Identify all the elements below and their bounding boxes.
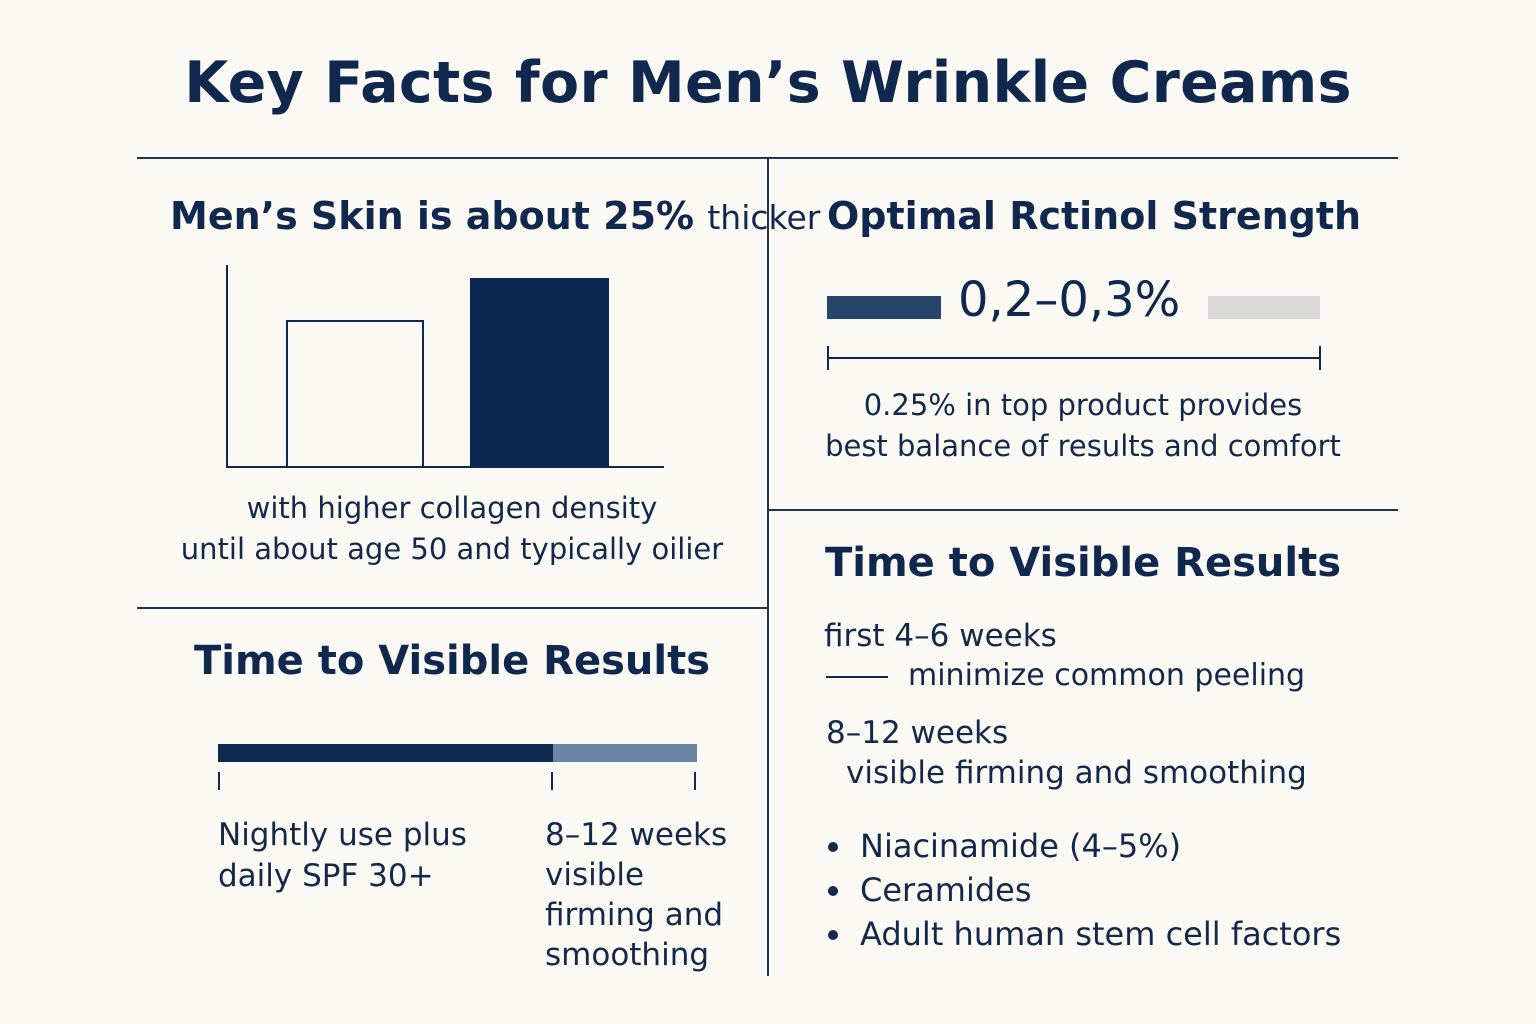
retinol-heading: Optimal Rctinol Strength	[827, 194, 1362, 238]
timeline-label-left-2: daily SPF 30+	[218, 858, 434, 894]
bullet-icon	[828, 930, 838, 940]
center-divider	[767, 158, 769, 976]
skin-caption-line-2: until about age 50 and typically oilier	[180, 532, 724, 566]
timeline-label-right-3: firming and	[545, 897, 724, 933]
stage1-title: first 4–6 weeks	[824, 618, 1057, 654]
retinol-caption-line-2: best balance of results and comfort	[825, 429, 1341, 463]
bullet-icon	[828, 842, 838, 852]
retinol-caption-line-1: 0.25% in top product provides	[863, 388, 1303, 422]
stage1-dash	[826, 676, 888, 678]
strength-bar-high	[1208, 296, 1320, 319]
chart-y-axis	[226, 265, 228, 468]
skin-heading-main: Men’s Skin is about 25%	[170, 194, 695, 238]
left-mid-divider	[137, 607, 768, 609]
ingredient-label: Ceramides	[860, 871, 1032, 909]
skin-heading: Men’s Skin is about 25% thicker	[170, 194, 820, 238]
timeline-tick-end	[694, 772, 696, 790]
chart-bar-men	[470, 278, 609, 468]
timeline-heading: Time to Visible Results	[194, 638, 710, 684]
strength-bar-low	[827, 296, 941, 319]
timeline-label-right: 8–12 weeks visible firming and smoothing	[545, 815, 727, 975]
timeline-tick-mid	[551, 772, 553, 790]
page-title: Key Facts for Men’s Wrinkle Creams	[184, 50, 1352, 116]
retinol-range-value: 0,2–0,3%	[958, 272, 1181, 328]
skin-caption: with higher collagen density until about…	[137, 488, 767, 570]
list-item: Ceramides	[826, 868, 1341, 912]
chart-bar-women	[286, 320, 424, 468]
stage2-title: 8–12 weeks	[826, 715, 1009, 751]
right-mid-divider	[768, 509, 1398, 511]
range-line	[828, 357, 1320, 359]
range-tick-right	[1319, 346, 1321, 370]
skin-caption-line-1: with higher collagen density	[246, 491, 658, 525]
timeline-label-right-4: smoothing	[545, 937, 710, 973]
stage2-desc: visible firming and smoothing	[846, 755, 1307, 791]
timeline-label-right-2: visible	[545, 857, 645, 893]
timeline-progress-dark	[218, 744, 553, 762]
list-item: Adult human stem cell factors	[826, 912, 1341, 956]
results-heading: Time to Visible Results	[825, 540, 1341, 586]
timeline-tick-start	[218, 772, 220, 790]
stage1-desc: minimize common peeling	[908, 658, 1306, 693]
bullet-icon	[828, 886, 838, 896]
ingredient-label: Adult human stem cell factors	[860, 915, 1342, 953]
list-item: Niacinamide (4–5%)	[826, 824, 1341, 868]
ingredient-label: Niacinamide (4–5%)	[860, 827, 1182, 865]
timeline-label-left-1: Nightly use plus	[218, 817, 467, 853]
timeline-label-left: Nightly use plus daily SPF 30+	[218, 815, 467, 897]
skin-heading-tail: thicker	[707, 198, 821, 237]
timeline-progress-light	[553, 744, 697, 762]
timeline-label-right-1: 8–12 weeks	[545, 817, 728, 853]
ingredient-list: Niacinamide (4–5%) Ceramides Adult human…	[826, 824, 1341, 956]
retinol-caption: 0.25% in top product provides best balan…	[768, 385, 1398, 467]
chart-x-axis	[226, 466, 664, 468]
range-tick-left	[827, 346, 829, 370]
